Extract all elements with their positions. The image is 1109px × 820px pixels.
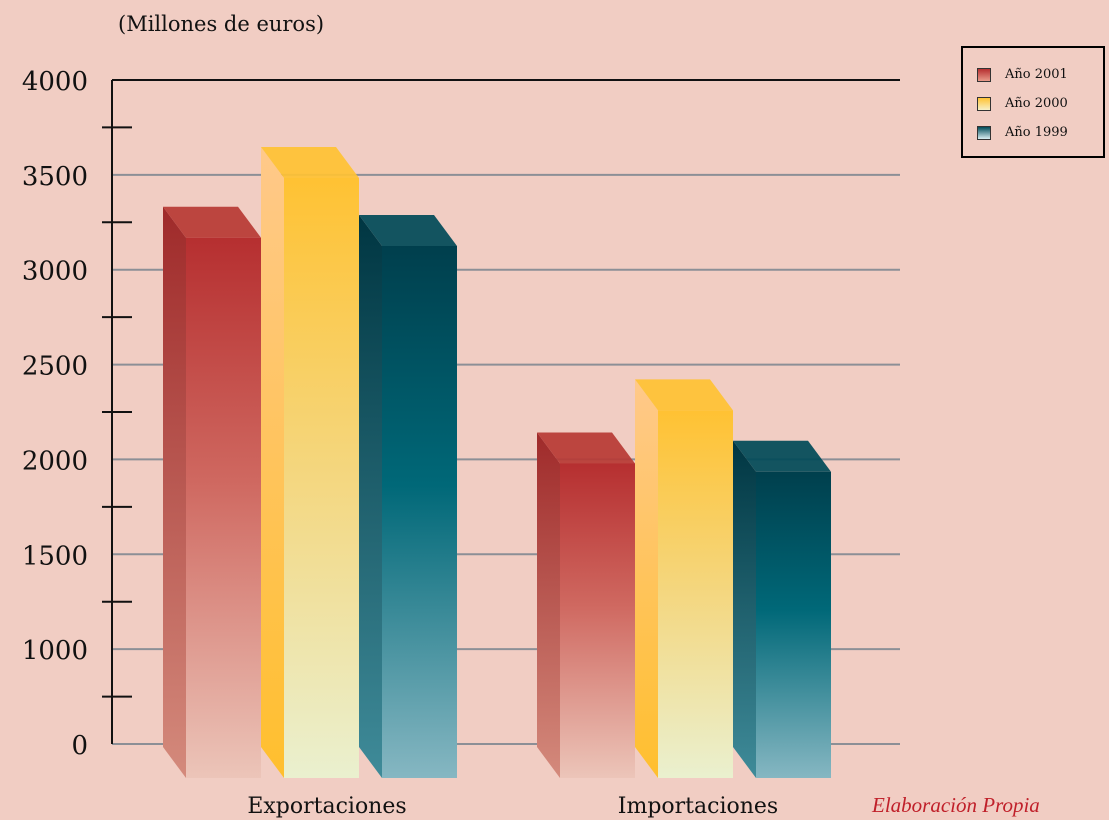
y-tick-label: 1500 <box>22 541 88 571</box>
bar-exportaciones-1999 <box>359 215 457 778</box>
bar-importaciones-1999 <box>733 440 831 778</box>
source-note: Elaboración Propia <box>872 793 1040 817</box>
legend-swatch-2001 <box>977 67 991 82</box>
legend-label: Año 2000 <box>1005 96 1068 111</box>
y-tick-label: 2500 <box>22 352 88 382</box>
legend-label: Año 2001 <box>1005 67 1068 82</box>
x-category-label: Importaciones <box>618 794 778 819</box>
bar-importaciones-2001 <box>537 432 635 778</box>
y-tick-label: 4000 <box>22 67 88 97</box>
legend-item: Año 1999 <box>963 118 1103 147</box>
bar-exportaciones-2001 <box>163 206 261 778</box>
legend-label: Año 1999 <box>1005 125 1068 140</box>
x-category-label: Exportaciones <box>247 794 406 819</box>
y-tick-label: 2000 <box>22 446 88 476</box>
y-tick-label: 3000 <box>22 257 88 287</box>
y-tick-label: 1000 <box>22 636 88 666</box>
legend-swatch-2000 <box>977 96 991 111</box>
y-tick-label: 0 <box>71 731 88 761</box>
y-tick-label: 3500 <box>22 162 88 192</box>
legend-item: Año 2001 <box>963 60 1103 89</box>
units-label: (Millones de euros) <box>118 12 325 36</box>
bar-exportaciones-2000 <box>261 146 359 778</box>
legend-swatch-1999 <box>977 125 991 140</box>
legend-item: Año 2000 <box>963 89 1103 118</box>
legend: Año 2001 Año 2000 Año 1999 <box>961 46 1105 158</box>
bar-importaciones-2000 <box>635 379 733 778</box>
